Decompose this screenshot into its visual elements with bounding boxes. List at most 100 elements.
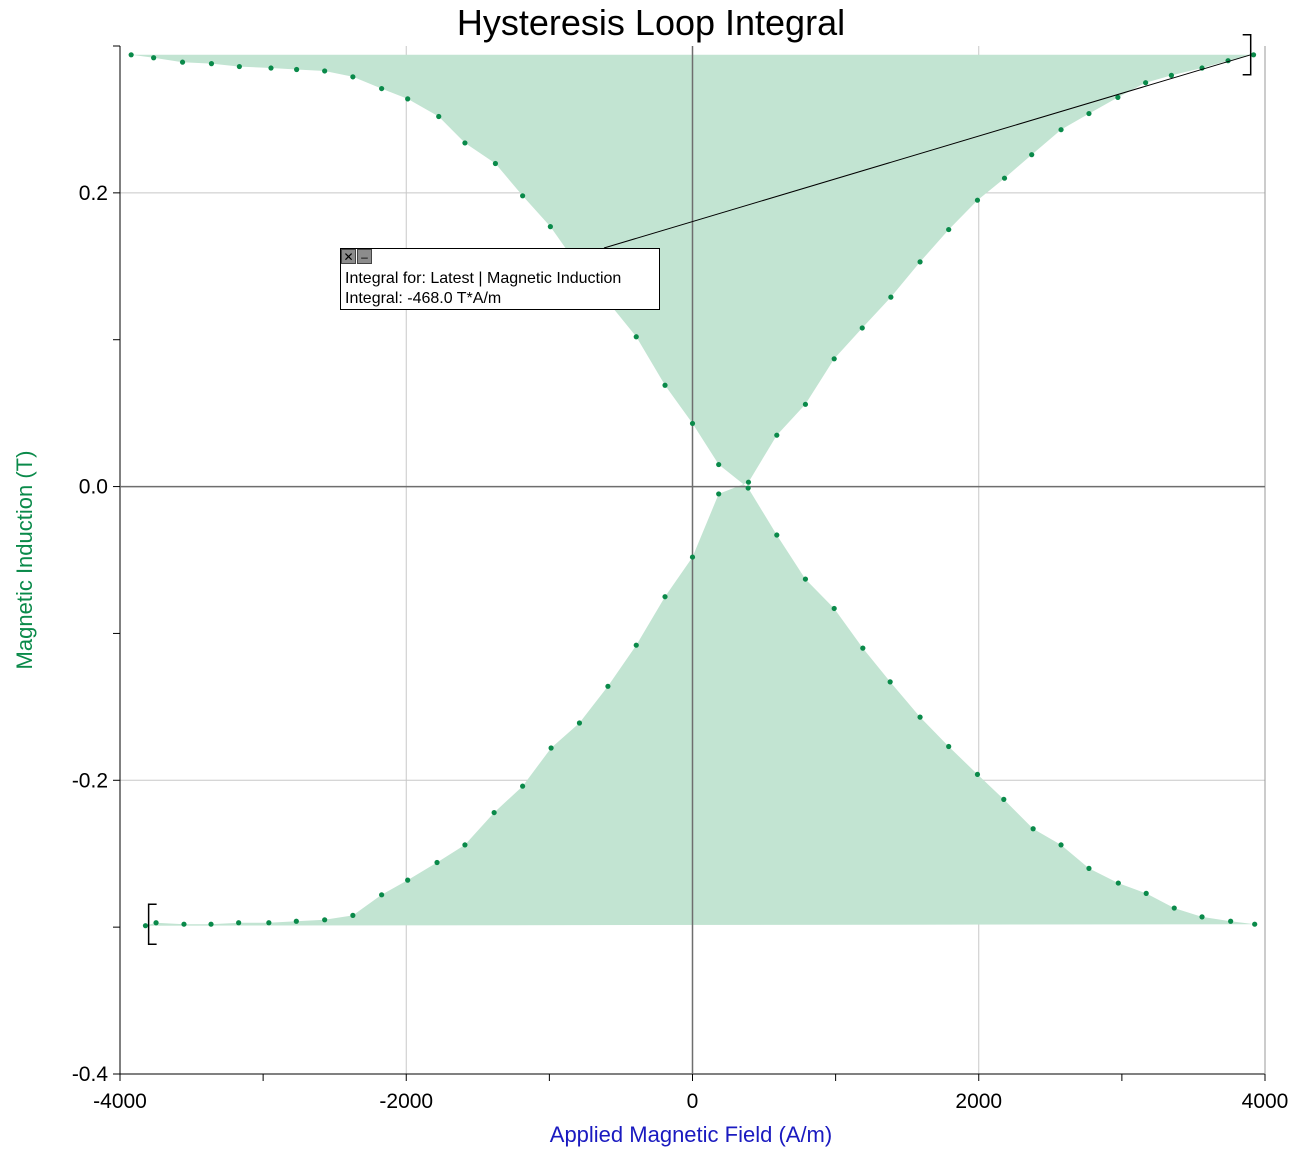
data-point [1143,890,1149,896]
data-point [1058,127,1064,133]
data-point [436,113,442,120]
data-point [208,921,214,927]
data-point [322,917,328,923]
data-point [405,877,411,883]
annotation-line-1: Integral for: Latest | Magnetic Inductio… [345,270,622,287]
data-point [1115,880,1121,886]
data-point [350,74,356,80]
data-point [208,61,215,67]
range-brackets [147,34,1252,945]
data-point [605,683,611,689]
x-tick-label: 0 [687,1090,699,1113]
right-bracket [1242,34,1252,76]
data-point [520,193,526,199]
data-point [1086,865,1092,872]
left-bracket [147,903,157,945]
data-point [1029,152,1035,158]
data-point [1171,905,1177,911]
data-point [142,923,149,929]
data-point [266,920,272,926]
data-point [293,918,299,924]
data-point [1143,80,1149,86]
data-point [974,771,981,778]
data-point [576,720,583,726]
data-point [662,382,668,388]
x-tick-label: -4000 [93,1090,147,1113]
data-point [379,85,385,92]
x-tick-label: -2000 [379,1090,433,1113]
data-point [1058,842,1064,848]
data-point [1250,52,1257,58]
data-point [1030,826,1036,832]
x-tick-label: 2000 [955,1090,1002,1113]
data-point [181,921,187,927]
data-point [236,920,242,926]
data-point [520,783,526,789]
data-point [1168,72,1174,78]
data-point [1252,921,1258,927]
data-point [946,743,952,750]
y-tick-label: 0.0 [79,476,108,499]
x-axis-label: Applied Magnetic Field (A/m) [550,1122,832,1147]
data-point [294,66,300,73]
data-point [1199,914,1205,920]
data-point [662,594,668,600]
data-point [405,96,411,102]
data-point [802,576,809,582]
data-point [745,479,752,485]
data-point [236,63,242,70]
data-point [689,554,696,560]
y-tick-label: 0.2 [79,182,108,205]
x-tick-label: 4000 [1242,1090,1289,1113]
data-point [887,679,893,685]
data-point [745,485,751,491]
data-point [917,714,923,720]
data-point [716,461,722,468]
data-point [1228,918,1234,924]
y-axis-label: Magnetic Induction (T) [12,451,37,670]
data-point [547,224,553,230]
data-point [774,532,780,538]
annotation-leader-line [603,54,1251,249]
data-point [491,809,497,816]
data-point [831,356,837,362]
data-point [462,842,468,848]
close-icon[interactable]: ✕ [341,249,356,264]
data-point [802,401,809,407]
data-point [1086,110,1092,117]
data-point [268,65,274,71]
data-point [350,912,356,918]
data-point [322,68,328,74]
data-point [1115,94,1121,100]
data-point [434,859,440,866]
data-point [831,605,837,612]
data-point [689,420,696,427]
data-point [974,197,981,203]
data-point [860,645,866,651]
data-point [151,55,157,61]
data-point [917,259,923,265]
data-point [548,745,554,751]
data-point [633,334,639,340]
data-point [379,892,385,898]
data-point [633,642,639,648]
data-point [946,226,952,233]
data-point [1001,796,1007,802]
data-point [716,491,722,497]
data-point [888,294,894,300]
data-point [153,920,159,926]
minimize-icon[interactable]: – [357,249,372,264]
annotation-line-2: Integral: -468.0 T*A/m [345,290,502,307]
y-tick-label: -0.2 [72,769,108,792]
integral-annotation-box[interactable]: ✕ – Integral for: Latest | Magnetic Indu… [340,248,660,310]
data-point [859,325,865,331]
data-point [128,52,134,58]
data-point [774,432,780,438]
chart-title: Hysteresis Loop Integral [457,2,845,43]
data-point [1001,175,1008,181]
y-tick-label: -0.4 [72,1063,109,1086]
data-point [492,160,499,167]
tick-marks: -4000 -2000 0 2000 4000 -0.4 -0.2 0.0 0.2 [72,45,1289,1113]
data-point [462,140,468,146]
